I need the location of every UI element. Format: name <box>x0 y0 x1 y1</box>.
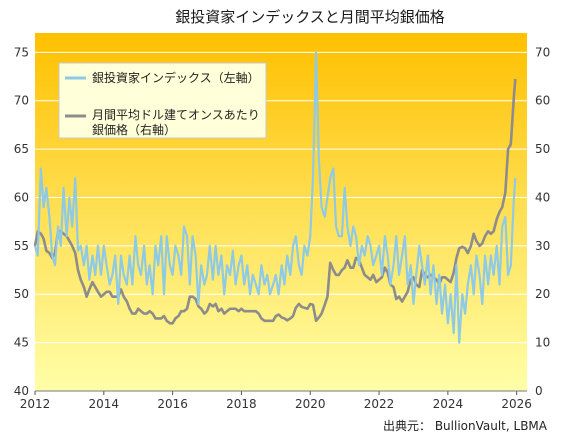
chart-title: 銀投資家インデックスと月間平均銀価格 <box>175 8 445 26</box>
right-tick-label: 40 <box>535 190 550 204</box>
x-tick-label: 2020 <box>295 397 326 411</box>
x-tick-label: 2014 <box>89 397 120 411</box>
left-tick-label: 65 <box>14 142 29 156</box>
x-tick-label: 2024 <box>433 397 464 411</box>
x-tick-label: 2022 <box>364 397 395 411</box>
right-tick-label: 0 <box>535 384 543 398</box>
right-tick-label: 10 <box>535 336 550 350</box>
legend-label-index: 銀投資家インデックス（左軸） <box>92 70 260 85</box>
left-tick-label: 70 <box>14 94 29 108</box>
left-tick-label: 45 <box>14 336 29 350</box>
source-note: 出典元： BullionVault, LBMA <box>383 419 548 433</box>
right-tick-label: 50 <box>535 142 550 156</box>
x-axis-ticks: 2012 2014 2016 2018 2020 2022 2024 2026 <box>20 390 532 411</box>
left-axis-ticks: 40 45 50 55 60 65 70 75 <box>14 45 29 398</box>
x-tick-label: 2016 <box>157 397 188 411</box>
left-tick-label: 60 <box>14 190 29 204</box>
x-tick-label: 2018 <box>226 397 257 411</box>
right-tick-label: 20 <box>535 287 550 301</box>
left-tick-label: 50 <box>14 287 29 301</box>
left-tick-label: 40 <box>14 384 29 398</box>
series-line-index <box>33 51 517 344</box>
x-tick-label: 2012 <box>20 397 51 411</box>
series-group <box>33 51 517 344</box>
right-tick-label: 70 <box>535 45 550 59</box>
series-line-price <box>33 78 517 325</box>
right-tick-label: 60 <box>535 94 550 108</box>
legend-box <box>58 62 267 139</box>
left-tick-label: 75 <box>14 45 29 59</box>
legend: 銀投資家インデックス（左軸） 月間平均ドル建てオンスあたり銀価格（右軸） <box>58 62 267 139</box>
left-tick-label: 55 <box>14 239 29 253</box>
right-axis-ticks: 0 10 20 30 40 50 60 70 <box>535 45 550 398</box>
right-tick-label: 30 <box>535 239 550 253</box>
legend-label-price: 月間平均ドル建てオンスあたり銀価格（右軸） <box>92 108 260 137</box>
x-tick-label: 2026 <box>501 397 532 411</box>
